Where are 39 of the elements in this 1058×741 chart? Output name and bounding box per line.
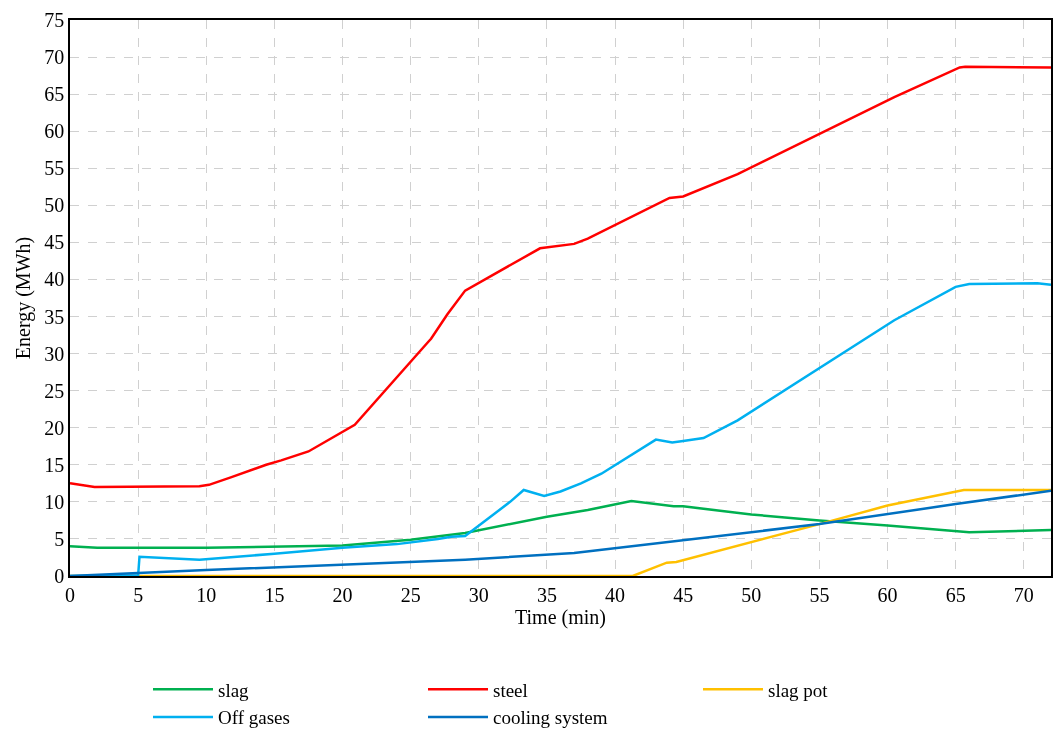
x-axis-title: Time (min) [515,605,606,629]
line-series [70,65,1051,489]
x-tick-label: 5 [133,583,144,606]
y-tick-label: 40 [44,268,65,291]
legend-label: Off gases [218,707,290,729]
x-tick-label: 45 [673,583,694,606]
y-tick-label: 50 [44,194,65,217]
x-tick-label: 20 [332,583,353,606]
x-tick-label: 65 [945,583,966,606]
legend-label: cooling system [493,707,608,729]
y-tick-label: 75 [44,9,65,31]
x-tick-label: 55 [809,583,830,606]
legend-label: steel [493,679,528,701]
y-tick-label: 35 [44,305,65,328]
legend-label: slag pot [768,679,829,701]
legend-label: slag [218,679,250,701]
x-tick-label: 50 [741,583,762,606]
x-tick-label: 40 [605,583,625,606]
x-tick-label: 35 [536,583,557,606]
x-tick-label: 25 [400,583,421,606]
y-tick-label: 70 [44,46,65,69]
y-tick-label: 25 [44,379,65,402]
y-tick-label: 0 [54,565,65,587]
y-axis-title: Energy (MWh) [12,236,36,360]
y-tick-label: 45 [44,231,65,254]
y-tick-label: 65 [44,83,65,106]
y-tick-label: 60 [44,120,65,143]
y-tick-label: 15 [44,453,65,476]
y-tick-label: 5 [54,527,65,550]
y-tick-label: 20 [44,416,65,439]
x-tick-label: 10 [196,583,217,606]
line-series [70,499,1051,550]
y-tick-label: 30 [44,342,65,365]
x-tick-label: 30 [468,583,489,606]
x-tick-label: 15 [264,583,285,606]
y-tick-label: 55 [44,157,65,180]
x-tick-label: 60 [877,583,898,606]
y-tick-label: 10 [44,490,65,513]
x-tick-label: 70 [1013,583,1034,606]
